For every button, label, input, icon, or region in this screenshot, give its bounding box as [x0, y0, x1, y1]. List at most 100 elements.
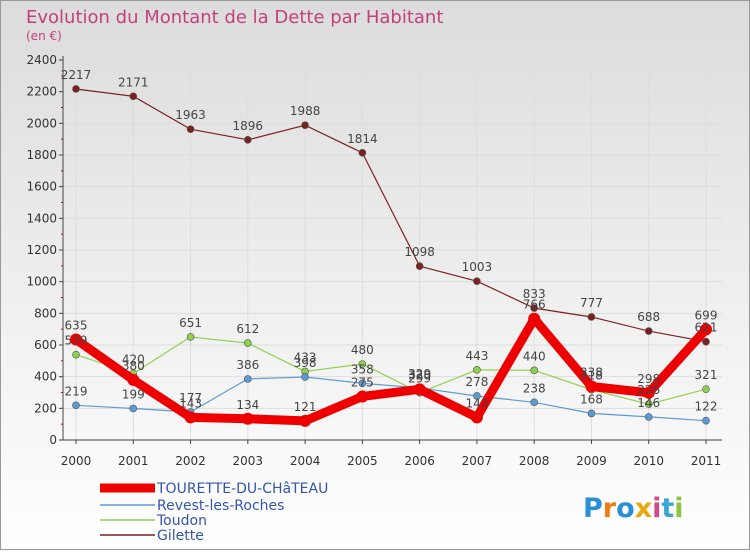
- data-label: 143: [465, 396, 488, 410]
- x-tick-label: 2010: [633, 454, 664, 468]
- legend-label: Toudon: [156, 513, 207, 529]
- data-label: 420: [122, 353, 145, 367]
- data-label: 539: [65, 334, 88, 348]
- data-label: 275: [351, 375, 374, 389]
- data-label: 1988: [290, 104, 321, 118]
- data-label: 1963: [175, 108, 206, 122]
- data-point: [186, 333, 195, 341]
- y-tick-label: 2000: [26, 116, 57, 130]
- data-point: [244, 375, 252, 383]
- x-tick-labels: 2000 2001 2002 2003 2004 2005 2006 2007 2008 2009…: [61, 454, 722, 468]
- x-tick-label: 2007: [462, 454, 493, 468]
- data-label: 2171: [118, 75, 149, 89]
- legend: TOURETTE-DU-CHâTEAURevest-les-RochesToud…: [100, 481, 328, 544]
- logo-letter: P: [583, 493, 603, 524]
- data-point: [186, 125, 195, 133]
- y-tick-label: 1600: [26, 180, 57, 194]
- data-label: 1814: [347, 132, 378, 146]
- series-line-0: [71, 314, 711, 426]
- data-point: [587, 313, 596, 321]
- data-point: [413, 383, 426, 396]
- data-point: [702, 385, 710, 393]
- gridlines: [63, 59, 722, 440]
- data-label: 329: [408, 367, 431, 381]
- data-point: [301, 373, 309, 381]
- x-tick-label: 2000: [61, 454, 92, 468]
- data-label: 320: [408, 368, 431, 382]
- data-point: [358, 360, 367, 368]
- data-point: [301, 121, 309, 130]
- data-label: 358: [351, 362, 374, 376]
- data-label: 688: [637, 310, 660, 324]
- logo-letter: r: [603, 493, 617, 524]
- logo-letter: x: [635, 493, 652, 524]
- data-label: 833: [523, 287, 546, 301]
- series-group: [70, 85, 712, 427]
- data-label: 226: [637, 383, 660, 397]
- legend-label: TOURETTE-DU-CHâTEAU: [156, 481, 328, 497]
- data-label: 480: [351, 343, 374, 357]
- data-label: 168: [580, 392, 603, 406]
- data-point: [530, 366, 538, 375]
- x-tick-label: 2001: [118, 454, 149, 468]
- data-label: 219: [65, 384, 88, 398]
- y-tick-label: 800: [34, 306, 57, 320]
- data-label: 199: [122, 387, 145, 401]
- y-tick-labels: 0 200 400 600 800 1000 1200 1400 1600 1800 2000 220…: [26, 53, 57, 447]
- data-point: [587, 409, 596, 418]
- y-tick-label: 1400: [26, 211, 57, 225]
- x-tick-label: 2004: [290, 454, 321, 468]
- data-label: 299: [408, 372, 431, 386]
- data-point: [299, 414, 312, 427]
- x-tick-label: 2002: [175, 454, 206, 468]
- x-tick-label: 2003: [233, 454, 264, 468]
- logo-letter: i: [674, 493, 683, 524]
- data-label: 1003: [462, 260, 493, 274]
- data-label: 766: [523, 298, 546, 312]
- data-label: 177: [179, 391, 202, 405]
- data-point: [585, 380, 598, 393]
- data-label: 1098: [404, 245, 435, 259]
- data-point: [528, 312, 541, 325]
- data-label: 278: [465, 375, 488, 389]
- data-point: [244, 136, 252, 144]
- data-point: [702, 337, 710, 346]
- data-point: [644, 413, 653, 421]
- logo-letter: t: [661, 493, 674, 524]
- data-point: [127, 373, 140, 386]
- proxiti-logo: Proxiti: [583, 493, 684, 524]
- data-label: 143: [179, 396, 202, 410]
- data-label: 380: [122, 359, 145, 373]
- data-label: 134: [236, 398, 259, 412]
- y-tick-label: 400: [34, 370, 57, 384]
- axes: [59, 56, 722, 444]
- legend-label: Revest-les-Roches: [157, 498, 284, 514]
- data-labels: 635 380 143 134 121 275 320 143 766 338 298 699 219 1…: [61, 68, 718, 414]
- data-label: 121: [294, 400, 317, 414]
- data-label: 321: [695, 368, 718, 382]
- data-point: [70, 333, 82, 346]
- data-point: [358, 379, 367, 388]
- y-tick-label: 1800: [26, 148, 57, 162]
- data-point: [644, 327, 653, 335]
- data-point: [72, 350, 80, 359]
- data-point: [473, 277, 481, 285]
- data-label: 612: [236, 322, 259, 336]
- legend-label: Gilette: [157, 528, 204, 544]
- series-line-3: [75, 88, 707, 343]
- y-tick-label: 0: [49, 433, 57, 447]
- logo-letter: o: [616, 493, 635, 524]
- data-label: 2217: [61, 68, 92, 82]
- data-label: 1896: [233, 119, 264, 133]
- x-tick-label: 2005: [347, 454, 378, 468]
- data-label: 298: [637, 372, 660, 386]
- data-label: 386: [236, 358, 259, 372]
- data-point: [530, 304, 538, 312]
- y-tick-label: 1000: [26, 275, 57, 289]
- data-label: 318: [580, 369, 603, 383]
- data-label: 238: [523, 381, 546, 395]
- y-tick-label: 600: [34, 338, 57, 352]
- data-point: [358, 148, 367, 157]
- data-point: [530, 398, 538, 407]
